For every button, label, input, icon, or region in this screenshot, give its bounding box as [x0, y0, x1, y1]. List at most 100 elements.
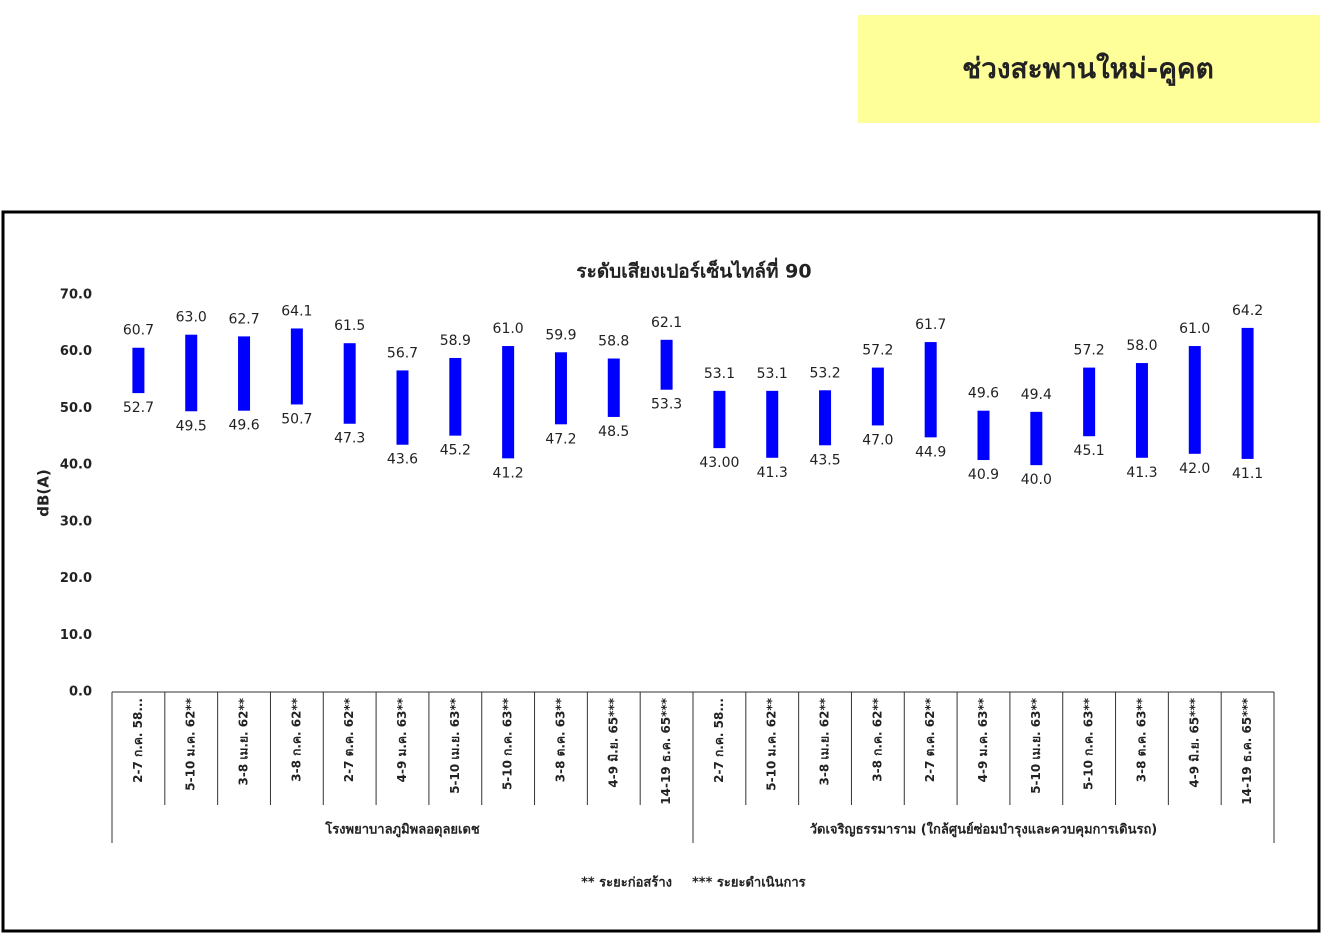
value-label: 58.0: [1126, 338, 1157, 354]
range-bar: [1188, 346, 1201, 454]
value-label: 40.0: [1021, 472, 1052, 488]
value-label: 40.9: [968, 467, 999, 483]
value-label: 44.9: [915, 444, 946, 460]
value-label: 61.5: [334, 318, 365, 334]
range-bar: [924, 342, 937, 438]
x-tick-label: 3-8 ก.ค. 62**: [289, 697, 303, 781]
footnote: *** ระยะดำเนินการ: [692, 875, 806, 891]
value-label: 61.7: [915, 317, 946, 333]
value-label: 47.0: [862, 432, 893, 448]
value-label: 43.00: [699, 455, 739, 471]
range-bar: [1083, 367, 1096, 437]
range-bar: [1030, 411, 1043, 466]
range-bar: [713, 390, 726, 449]
value-label: 43.5: [809, 452, 840, 468]
value-label: 62.7: [228, 311, 259, 327]
value-label: 49.6: [968, 386, 999, 402]
value-label: 41.3: [757, 465, 788, 481]
range-bar: [449, 357, 462, 436]
y-axis-label: dB(A): [35, 469, 53, 517]
y-tick-label: 70.0: [60, 288, 92, 303]
x-tick-label: 5-10 เม.ย. 63**: [448, 697, 462, 794]
x-tick-label: 4-9 ม.ค. 63**: [976, 697, 990, 782]
chart-title: ระดับเสียงเปอร์เซ็นไทล์ที่ 90: [576, 258, 811, 283]
y-tick-label: 40.0: [60, 458, 92, 473]
value-label: 59.9: [545, 327, 576, 343]
range-bar: [766, 390, 779, 458]
x-tick-label: 5-10 ก.ค. 63**: [1082, 697, 1096, 790]
value-label: 53.3: [651, 397, 682, 413]
value-label: 56.7: [387, 345, 418, 361]
x-tick-label: 3-8 ต.ค. 63**: [1134, 697, 1148, 782]
value-label: 49.6: [228, 418, 259, 434]
value-label: 41.1: [1232, 466, 1263, 482]
value-label: 52.7: [123, 400, 154, 416]
x-tick-label: 2-7 ต.ค. 62**: [342, 697, 356, 782]
x-tick-label: 14-19 ธ.ค. 65***: [1240, 697, 1254, 804]
range-bar: [1135, 363, 1148, 458]
group-label: โรงพยาบาลภูมิพลอดุลยเดช: [324, 821, 480, 838]
value-label: 58.9: [440, 333, 471, 349]
value-label: 58.8: [598, 334, 629, 350]
value-label: 60.7: [123, 323, 154, 339]
x-tick-label: 5-10 ม.ค. 62**: [184, 697, 198, 790]
header-title: ช่วงสะพานใหม่-คูคต: [962, 52, 1214, 86]
x-tick-label: 14-19 ธ.ค. 65***: [659, 697, 673, 804]
range-bar: [660, 339, 673, 390]
x-tick-label: 3-8 ต.ค. 63**: [553, 697, 567, 782]
value-label: 57.2: [1074, 343, 1105, 359]
x-tick-label: 4-9 มิ.ย. 65***: [606, 697, 620, 787]
value-label: 64.1: [281, 303, 312, 319]
x-tick-label: 2-7 ก.ค. 58...: [131, 698, 145, 783]
x-tick-label: 3-8 ก.ค. 62**: [870, 697, 884, 781]
value-label: 63.0: [176, 310, 207, 326]
range-bar: [343, 343, 356, 424]
value-label: 42.0: [1179, 461, 1210, 477]
range-bar: [871, 367, 884, 426]
range-bar: [1241, 327, 1254, 459]
value-label: 57.2: [862, 343, 893, 359]
x-tick-label: 3-8 เม.ย. 62**: [818, 697, 832, 785]
range-bar: [607, 358, 620, 417]
range-bar: [185, 334, 198, 412]
value-label: 48.5: [598, 424, 629, 440]
footnote: ** ระยะก่อสร้าง: [581, 875, 672, 891]
x-tick-label: 3-8 เม.ย. 62**: [237, 697, 251, 785]
value-label: 50.7: [281, 411, 312, 427]
value-label: 49.4: [1021, 387, 1052, 403]
x-tick-label: 2-7 ก.ค. 58...: [712, 698, 726, 783]
range-bar: [502, 346, 515, 459]
value-label: 53.2: [809, 365, 840, 381]
value-label: 41.3: [1126, 465, 1157, 481]
x-tick-label: 4-9 ม.ค. 63**: [395, 697, 409, 782]
range-bar: [977, 410, 990, 461]
x-tick-label: 5-10 ก.ค. 63**: [501, 697, 515, 790]
value-label: 45.1: [1074, 443, 1105, 459]
range-bar: [238, 336, 251, 411]
value-label: 49.5: [176, 418, 207, 434]
y-tick-label: 20.0: [60, 571, 92, 586]
x-tick-label: 5-10 ม.ค. 62**: [765, 697, 779, 790]
value-label: 64.2: [1232, 303, 1263, 319]
y-tick-label: 60.0: [60, 344, 92, 359]
y-tick-label: 0.0: [69, 685, 92, 700]
x-tick-label: 5-10 เม.ย. 63**: [1029, 697, 1043, 794]
range-bar: [290, 328, 303, 405]
range-bar: [132, 347, 145, 394]
value-label: 53.1: [757, 366, 788, 382]
y-tick-label: 10.0: [60, 628, 92, 643]
chart-frame: [1, 210, 1321, 933]
x-tick-label: 2-7 ต.ค. 62**: [923, 697, 937, 782]
value-label: 41.2: [493, 465, 524, 481]
range-bar: [819, 390, 832, 446]
range-bar: [396, 370, 409, 445]
y-tick-label: 50.0: [60, 401, 92, 416]
value-label: 61.0: [493, 321, 524, 337]
value-label: 45.2: [440, 443, 471, 459]
group-label: วัดเจริญธรรมาราม (ใกล้ศูนย์ซ่อมบำรุงและค…: [810, 821, 1158, 838]
value-label: 47.3: [334, 431, 365, 447]
y-tick-label: 30.0: [60, 514, 92, 529]
value-label: 47.2: [545, 431, 576, 447]
